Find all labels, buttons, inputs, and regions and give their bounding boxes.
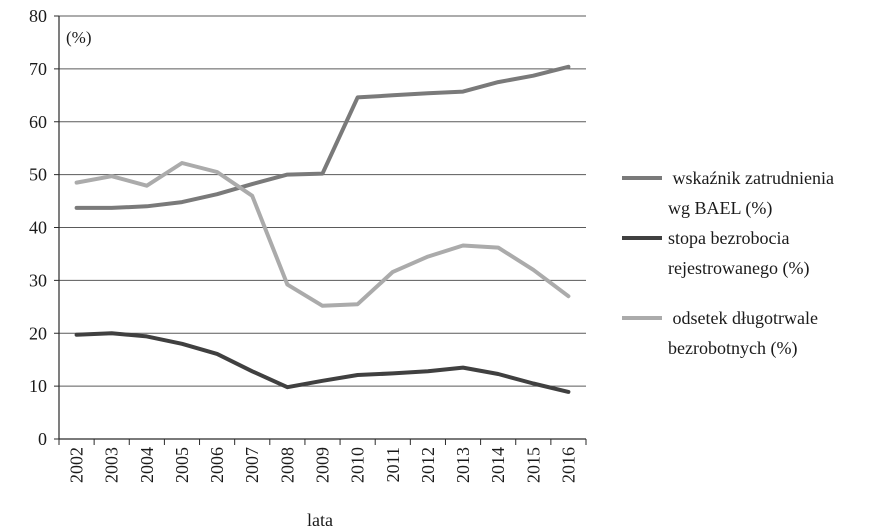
x-tick-label: 2013 (453, 447, 473, 483)
y-axis-tick-labels: 0 10 20 30 40 50 60 70 80 (29, 6, 47, 449)
x-tick-label: 2008 (277, 447, 297, 483)
x-tick-label: 2002 (67, 447, 87, 483)
legend-label-1-line-2: wg BAEL (%) (668, 198, 772, 219)
x-axis-tick-labels: 2002 2003 2004 2005 2006 2007 2008 2009 2010 2011… (67, 447, 579, 483)
x-tick-label: 2010 (348, 447, 368, 483)
x-tick-label: 2014 (488, 447, 508, 483)
x-tick-label: 2009 (313, 447, 333, 483)
legend-label-2-line-2: rejestrowanego (%) (668, 258, 809, 279)
series-line-2 (74, 331, 571, 394)
series-line-3 (74, 161, 571, 308)
x-tick-label: 2005 (172, 447, 192, 483)
legend-label-3-line-2: bezrobotnych (%) (668, 338, 797, 359)
y-tick-label: 0 (38, 429, 47, 449)
x-axis-title: lata (307, 510, 333, 530)
grid-lines (59, 15, 586, 387)
y-tick-label: 10 (29, 376, 47, 396)
y-tick-label: 70 (29, 59, 47, 79)
legend-label-1-line-1: wskaźnik zatrudnienia (668, 168, 834, 188)
y-tick-label: 60 (29, 112, 47, 132)
series-line-1 (74, 64, 571, 210)
x-tick-label: 2015 (523, 447, 543, 483)
x-tick-label: 2004 (137, 447, 157, 483)
y-tick-label: 30 (29, 270, 47, 290)
series-lines (74, 64, 571, 394)
x-tick-label: 2007 (242, 447, 262, 483)
x-tick-label: 2011 (383, 447, 403, 482)
legend-label-2-line-1: stopa bezrobocia (668, 228, 789, 248)
legend: wskaźnik zatrudnienia wg BAEL (%) stopa be… (622, 168, 834, 359)
axes (54, 15, 587, 445)
unit-label: (%) (66, 28, 91, 47)
legend-label-3-line-1: odsetek długotrwale (668, 308, 818, 328)
x-tick-label: 2012 (418, 447, 438, 483)
y-tick-label: 40 (29, 218, 47, 238)
y-tick-label: 50 (29, 165, 47, 185)
y-tick-label: 20 (29, 323, 47, 343)
x-tick-label: 2016 (558, 447, 578, 483)
x-tick-label: 2006 (207, 447, 227, 483)
x-tick-label: 2003 (102, 447, 122, 483)
y-tick-label: 80 (29, 6, 47, 26)
